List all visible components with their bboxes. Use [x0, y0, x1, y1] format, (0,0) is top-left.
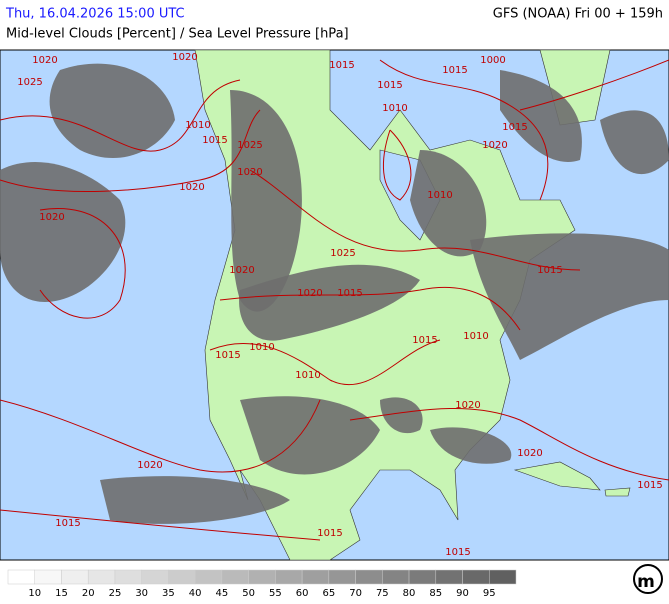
legend-label: 55 [269, 588, 282, 599]
isobar-label: 1010 [185, 120, 210, 131]
legend-swatch [114, 569, 142, 585]
legend-swatch [462, 569, 490, 585]
legend-swatch [328, 569, 356, 585]
isobar-label: 1015 [317, 528, 342, 539]
legend-label: 40 [189, 588, 202, 599]
model-run: GFS (NOAA) Fri 00 + 159h [493, 7, 663, 22]
isobar-label: 1015 [442, 65, 467, 76]
isobar-label: 1015 [412, 335, 437, 346]
isobar-label: 1020 [455, 400, 480, 411]
isobar-label: 1020 [172, 52, 197, 63]
legend-swatch [435, 569, 463, 585]
isobar-label: 1015 [215, 350, 240, 361]
legend-label: 30 [135, 588, 148, 599]
isobar-label: 1020 [237, 167, 262, 178]
map-title: Mid-level Clouds [Percent] / Sea Level P… [6, 27, 349, 42]
legend-label: 60 [296, 588, 309, 599]
isobar-label: 1015 [637, 480, 662, 491]
isobar-label: 1015 [55, 518, 80, 529]
legend-label: 45 [216, 588, 229, 599]
isobars [0, 59, 669, 541]
isobar-label: 1015 [202, 135, 227, 146]
isobar-label: 1020 [297, 288, 322, 299]
isobar-label: 1015 [377, 80, 402, 91]
isobar-label: 1015 [445, 547, 470, 558]
legend-swatch [141, 569, 169, 585]
legend-label: 15 [55, 588, 68, 599]
isobar-label: 1020 [39, 212, 64, 223]
isobar-label: 1015 [502, 122, 527, 133]
isobar-label: 1000 [480, 55, 505, 66]
legend-swatch [7, 569, 35, 585]
legend-label: 65 [322, 588, 335, 599]
isobar-label: 1020 [482, 140, 507, 151]
isobar-label: 1025 [17, 77, 42, 88]
legend-label: 70 [349, 588, 362, 599]
caribbean-islands [513, 461, 631, 497]
isobar-labels: 1020 1025 1020 1015 1015 1015 1000 1010 … [17, 52, 662, 558]
legend-label: 50 [242, 588, 255, 599]
isobar-label: 1020 [137, 460, 162, 471]
legend-label: 90 [456, 588, 469, 599]
isobar-label: 1020 [179, 182, 204, 193]
legend-swatch [248, 569, 276, 585]
isobar-label: 1020 [229, 265, 254, 276]
legend-label: 20 [82, 588, 95, 599]
isobar-label: 1010 [427, 190, 452, 201]
legend-label: 35 [162, 588, 175, 599]
legend-swatch [275, 569, 303, 585]
legend-swatch [61, 569, 89, 585]
legend-swatch [382, 569, 410, 585]
legend: 10 15 20 25 30 35 40 45 50 55 60 65 70 75 80 85 90 95 [7, 569, 517, 599]
isobar-label: 1010 [295, 370, 320, 381]
legend-label: 85 [429, 588, 442, 599]
isobar-label: 1025 [330, 248, 355, 259]
isobar-label: 1015 [337, 288, 362, 299]
legend-swatch [408, 569, 437, 585]
legend-swatch [168, 569, 196, 585]
isobar-label: 1010 [463, 331, 488, 342]
legend-swatch [34, 569, 62, 585]
legend-label: 10 [28, 588, 41, 599]
legend-swatch [355, 569, 383, 585]
legend-label: 95 [483, 588, 496, 599]
legend-label: 75 [376, 588, 389, 599]
isobar-label: 1010 [382, 103, 407, 114]
logo-circle [633, 564, 663, 594]
legend-label: 25 [109, 588, 122, 599]
isobar-label: 1010 [249, 342, 274, 353]
legend-swatch [301, 569, 330, 585]
map: 1020 1025 1020 1015 1015 1015 1000 1010 … [0, 49, 669, 561]
logo: m [633, 564, 663, 594]
clouds [0, 63, 669, 524]
forecast-date: Thu, 16.04.2026 15:00 UTC [5, 7, 185, 22]
legend-swatch [221, 569, 249, 585]
isobar-label: 1015 [329, 60, 354, 71]
legend-label: 80 [403, 588, 416, 599]
legend-swatch [489, 569, 517, 585]
isobar-label: 1020 [517, 448, 542, 459]
legend-swatch [87, 569, 116, 585]
isobar-label: 1015 [537, 265, 562, 276]
logo-text: m [637, 572, 655, 592]
isobar-label: 1020 [32, 55, 57, 66]
isobar-label: 1025 [237, 140, 262, 151]
legend-swatch [194, 569, 223, 585]
